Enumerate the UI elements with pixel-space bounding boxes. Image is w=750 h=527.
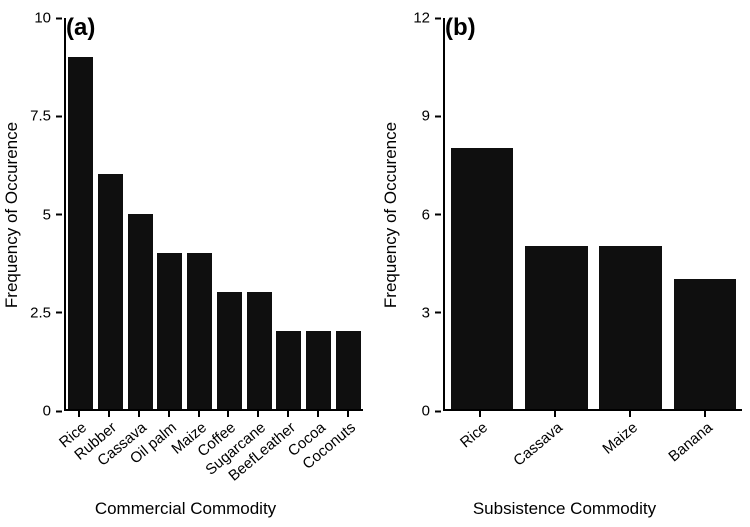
panel-a-yaxis: 02.557.510	[8, 18, 64, 411]
xtick-mark	[704, 411, 706, 417]
bar	[157, 253, 182, 409]
bar-slot	[445, 18, 519, 409]
bar-slot	[185, 18, 215, 409]
xtick-mark	[257, 411, 259, 417]
ytick-mark	[56, 410, 62, 412]
bar	[128, 214, 153, 410]
bar	[217, 292, 242, 409]
xtick-label: Maize	[599, 419, 641, 458]
ytick-mark	[435, 410, 441, 412]
ytick-label: 3	[422, 304, 430, 321]
panel-b-xaxis: RiceCassavaMaizeBanana	[443, 411, 742, 501]
bar-slot	[244, 18, 274, 409]
xtick-mark	[78, 411, 80, 417]
xtick-mark	[198, 411, 200, 417]
bar	[276, 331, 301, 409]
xtick-label: Cassava	[510, 419, 566, 470]
bar	[336, 331, 361, 409]
xtick-mark	[287, 411, 289, 417]
bar-slot	[155, 18, 185, 409]
bar	[525, 246, 587, 409]
xtick-mark	[317, 411, 319, 417]
xtick-mark	[227, 411, 229, 417]
ytick-mark	[56, 115, 62, 117]
ytick-label: 12	[413, 10, 430, 27]
bar	[98, 174, 123, 409]
ytick-mark	[435, 17, 441, 19]
ytick-label: 5	[43, 206, 51, 223]
ytick-mark	[435, 312, 441, 314]
xtick-slot: Maize	[593, 411, 668, 501]
ytick: 6	[422, 206, 441, 223]
xtick-label: Banana	[665, 419, 716, 465]
ytick: 7.5	[30, 108, 62, 125]
panel-a-xaxis-label: Commercial Commodity	[8, 499, 363, 519]
ytick: 12	[413, 10, 441, 27]
bar	[599, 246, 661, 409]
xtick-slot: Coconuts	[333, 411, 363, 501]
xtick-mark	[479, 411, 481, 417]
xtick-mark	[629, 411, 631, 417]
bar-slot	[66, 18, 96, 409]
ytick-mark	[435, 115, 441, 117]
panel-b-canvas: (b)	[443, 18, 742, 411]
ytick-label: 0	[43, 403, 51, 420]
bar-slot	[215, 18, 245, 409]
bar-slot	[96, 18, 126, 409]
panel-b-xaxis-label: Subsistence Commodity	[387, 499, 742, 519]
bar-slot	[274, 18, 304, 409]
ytick-label: 2.5	[30, 304, 51, 321]
panel-a-xaxis: RiceRubberCassavaOil palmMaizeCoffeeSuga…	[64, 411, 363, 501]
ytick: 9	[422, 108, 441, 125]
bar	[451, 148, 513, 409]
ytick-label: 0	[422, 403, 430, 420]
ytick: 2.5	[30, 304, 62, 321]
ytick: 3	[422, 304, 441, 321]
bar-slot	[333, 18, 363, 409]
xtick-mark	[347, 411, 349, 417]
bar	[187, 253, 212, 409]
panel-b-yaxis: 036912	[387, 18, 443, 411]
xtick-slot: Cassava	[518, 411, 593, 501]
xtick-slot: Rice	[443, 411, 518, 501]
panel-a-canvas: (a)	[64, 18, 363, 411]
ytick-mark	[56, 214, 62, 216]
bar-slot	[668, 18, 742, 409]
bar	[68, 57, 93, 409]
xtick-label: Rice	[457, 419, 491, 451]
panel-b-bars	[445, 18, 742, 409]
panel-b-plot: Frequency of Occurence 036912 (b) RiceCa…	[387, 18, 742, 501]
bar	[247, 292, 272, 409]
ytick-label: 7.5	[30, 108, 51, 125]
panel-a-bars	[66, 18, 363, 409]
bar-slot	[304, 18, 334, 409]
xtick-mark	[554, 411, 556, 417]
xtick-mark	[138, 411, 140, 417]
xtick-mark	[168, 411, 170, 417]
panel-a-plot: Frequency of Occurence 02.557.510 (a) Ri…	[8, 18, 363, 501]
bar-slot	[125, 18, 155, 409]
ytick-mark	[56, 312, 62, 314]
ytick-mark	[56, 17, 62, 19]
bar	[674, 279, 736, 409]
bar-slot	[519, 18, 593, 409]
panel-a: Frequency of Occurence 02.557.510 (a) Ri…	[8, 18, 363, 519]
xtick-mark	[108, 411, 110, 417]
figure: Frequency of Occurence 02.557.510 (a) Ri…	[0, 0, 750, 527]
bar	[306, 331, 331, 409]
panel-b: Frequency of Occurence 036912 (b) RiceCa…	[387, 18, 742, 519]
ytick-label: 6	[422, 206, 430, 223]
ytick-label: 9	[422, 108, 430, 125]
ytick: 10	[34, 10, 62, 27]
xtick-slot: Banana	[667, 411, 742, 501]
ytick-mark	[435, 214, 441, 216]
ytick: 5	[43, 206, 62, 223]
ytick-label: 10	[34, 10, 51, 27]
ytick: 0	[422, 403, 441, 420]
bar-slot	[594, 18, 668, 409]
ytick: 0	[43, 403, 62, 420]
